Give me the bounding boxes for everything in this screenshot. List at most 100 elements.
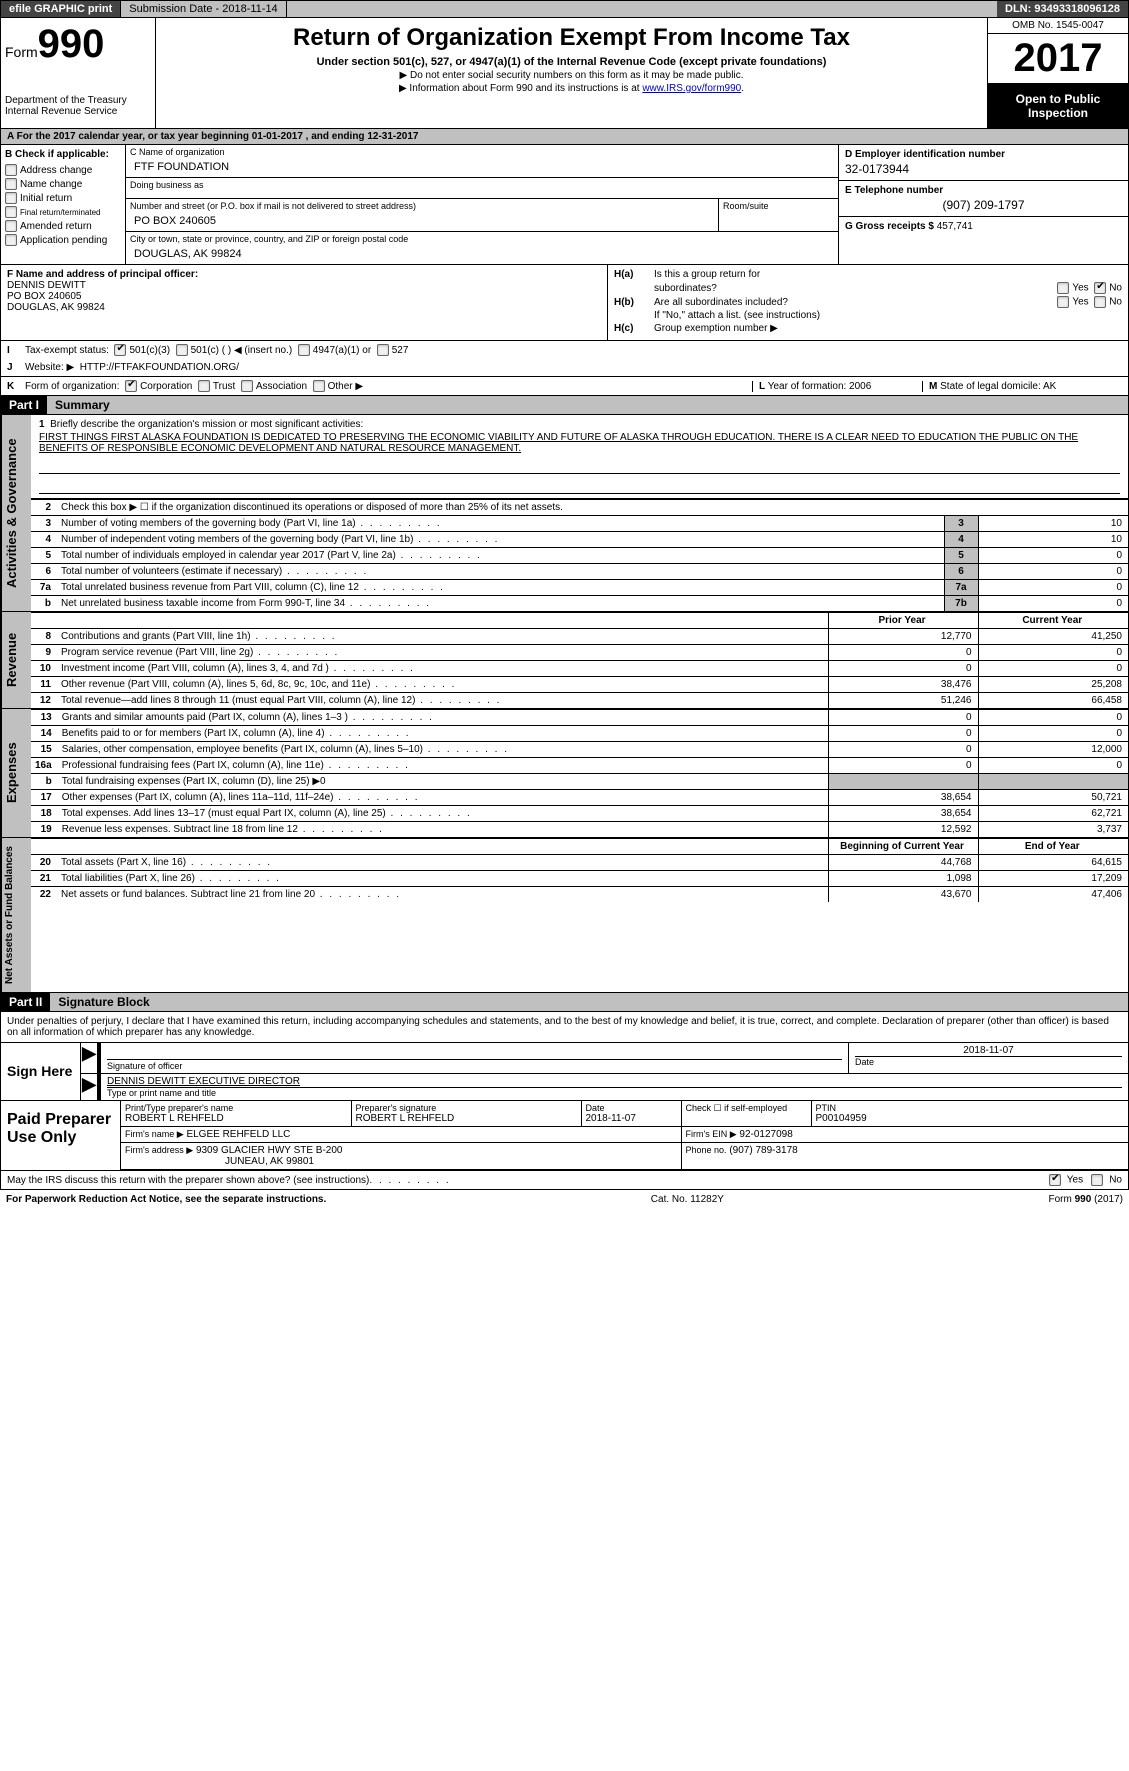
prep-sig: ROBERT L REHFELD xyxy=(356,1113,577,1124)
hc-label: H(c) xyxy=(614,323,654,334)
hb-text: Are all subordinates included? xyxy=(654,297,788,308)
row-k-label: K xyxy=(7,381,21,392)
website-row: J Website: ▶ HTTP://FTFAKFOUNDATION.ORG/ xyxy=(0,359,1129,377)
dba-label: Doing business as xyxy=(126,178,838,192)
sidebar-expenses: Expenses xyxy=(1,709,31,837)
efile-label: efile GRAPHIC print xyxy=(1,1,121,17)
year-formation: Year of formation: 2006 xyxy=(768,381,872,392)
info-note: ▶ Information about Form 990 and its ins… xyxy=(399,83,642,94)
prep-check-label: Check ☐ if self-employed xyxy=(686,1103,807,1114)
officer-printed-name: DENNIS DEWITT EXECUTIVE DIRECTOR xyxy=(107,1076,1122,1087)
firm-ein-label: Firm's EIN ▶ xyxy=(686,1129,737,1139)
open-public-1: Open to Public xyxy=(992,92,1124,106)
part2-header: Part II Signature Block xyxy=(0,993,1129,1012)
expenses-table: 13Grants and similar amounts paid (Part … xyxy=(31,709,1128,837)
sign-here-block: Sign Here ▶ Signature of officer 2018-11… xyxy=(0,1043,1129,1101)
sidebar-activities: Activities & Governance xyxy=(1,415,31,611)
chk-discuss-no[interactable] xyxy=(1091,1174,1103,1186)
firm-name: ELGEE REHFELD LLC xyxy=(186,1129,290,1140)
phone-label: E Telephone number xyxy=(845,185,1122,196)
phone-value: (907) 209-1797 xyxy=(845,198,1122,212)
officer-label: F Name and address of principal officer: xyxy=(7,269,601,280)
lbl-no: No xyxy=(1109,283,1122,294)
sig-date: 2018-11-07 xyxy=(855,1045,1122,1056)
lbl-name-change: Name change xyxy=(20,179,82,190)
chk-4947[interactable] xyxy=(298,344,310,356)
chk-name-change[interactable] xyxy=(5,178,17,190)
officer-city: DOUGLAS, AK 99824 xyxy=(7,302,601,313)
part2-label: Part II xyxy=(1,993,50,1011)
dln: DLN: 93493318096128 xyxy=(997,1,1128,17)
firm-addr-label: Firm's address ▶ xyxy=(125,1145,193,1155)
ag-table: 2Check this box ▶ ☐ if the organization … xyxy=(31,499,1128,611)
ha-text: Is this a group return for xyxy=(654,269,760,280)
line1-num: 1 xyxy=(39,419,45,430)
ein-label: D Employer identification number xyxy=(845,149,1122,160)
chk-other[interactable] xyxy=(313,380,325,392)
officer-name: DENNIS DEWITT xyxy=(7,280,601,291)
chk-address-change[interactable] xyxy=(5,164,17,176)
sign-here-label: Sign Here xyxy=(1,1043,81,1100)
sidebar-netassets: Net Assets or Fund Balances xyxy=(1,838,31,992)
ssn-note: ▶ Do not enter social security numbers o… xyxy=(162,70,981,81)
chk-501c[interactable] xyxy=(176,344,188,356)
ptin-value: P00104959 xyxy=(816,1113,1125,1124)
discuss-text: May the IRS discuss this return with the… xyxy=(7,1175,369,1186)
chk-corp[interactable] xyxy=(125,380,137,392)
cat-no: Cat. No. 11282Y xyxy=(651,1194,724,1205)
ein-value: 32-0173944 xyxy=(845,162,1122,176)
chk-initial-return[interactable] xyxy=(5,192,17,204)
chk-ha-no[interactable] xyxy=(1094,282,1106,294)
hb-note: If "No," attach a list. (see instruction… xyxy=(654,310,820,321)
row-k-text: Form of organization: xyxy=(25,381,120,392)
chk-hb-no[interactable] xyxy=(1094,296,1106,308)
org-name-label: C Name of organization xyxy=(126,145,838,159)
officer-name-label: Type or print name and title xyxy=(107,1087,1122,1098)
chk-discuss-yes[interactable] xyxy=(1049,1174,1061,1186)
officer-group-row: F Name and address of principal officer:… xyxy=(0,265,1129,341)
ha-label: H(a) xyxy=(614,269,654,280)
row-j-text: Website: ▶ xyxy=(25,362,74,373)
lbl-initial-return: Initial return xyxy=(20,193,72,204)
form-header: Form990 Department of the Treasury Inter… xyxy=(0,18,1129,129)
irs-link[interactable]: www.IRS.gov/form990 xyxy=(642,83,741,94)
form-prefix: Form xyxy=(5,44,38,60)
firm-phone: (907) 789-3178 xyxy=(729,1145,797,1156)
prep-name: ROBERT L REHFELD xyxy=(125,1113,347,1124)
section-b-heading: B Check if applicable: xyxy=(5,149,121,160)
sidebar-revenue: Revenue xyxy=(1,612,31,708)
lbl-address-change: Address change xyxy=(20,165,92,176)
chk-501c3[interactable] xyxy=(114,344,126,356)
dba-value xyxy=(126,192,838,198)
ha-text2: subordinates? xyxy=(654,283,717,294)
part1-title: Summary xyxy=(47,396,1128,414)
revenue-table: Prior YearCurrent Year8Contributions and… xyxy=(31,612,1128,708)
discuss-row: May the IRS discuss this return with the… xyxy=(0,1171,1129,1190)
form-subtitle: Under section 501(c), 527, or 4947(a)(1)… xyxy=(162,56,981,68)
submission-date: Submission Date - 2018-11-14 xyxy=(121,1,286,17)
paid-preparer-label: Paid Preparer Use Only xyxy=(1,1101,121,1170)
expenses-section: Expenses 13Grants and similar amounts pa… xyxy=(0,709,1129,838)
city-label: City or town, state or province, country… xyxy=(126,232,838,246)
firm-name-label: Firm's name ▶ xyxy=(125,1129,184,1139)
org-name: FTF FOUNDATION xyxy=(126,159,838,177)
chk-assoc[interactable] xyxy=(241,380,253,392)
row-m-label: M xyxy=(929,381,937,392)
chk-final-return[interactable] xyxy=(5,206,17,218)
lbl-app-pending: Application pending xyxy=(20,235,107,246)
paid-preparer-block: Paid Preparer Use Only Print/Type prepar… xyxy=(0,1101,1129,1171)
chk-trust[interactable] xyxy=(198,380,210,392)
chk-amended[interactable] xyxy=(5,220,17,232)
chk-app-pending[interactable] xyxy=(5,234,17,246)
officer-sig-label: Signature of officer xyxy=(107,1059,842,1071)
paperwork-notice: For Paperwork Reduction Act Notice, see … xyxy=(6,1194,326,1205)
gross-receipts-value: 457,741 xyxy=(937,221,973,232)
omb-number: OMB No. 1545-0047 xyxy=(988,18,1128,34)
chk-ha-yes[interactable] xyxy=(1057,282,1069,294)
chk-527[interactable] xyxy=(377,344,389,356)
street-value: PO BOX 240605 xyxy=(126,213,718,231)
perjury-statement: Under penalties of perjury, I declare th… xyxy=(0,1012,1129,1043)
activities-governance-section: Activities & Governance 1 Briefly descri… xyxy=(0,415,1129,612)
prep-date-label: Date xyxy=(586,1103,677,1113)
chk-hb-yes[interactable] xyxy=(1057,296,1069,308)
